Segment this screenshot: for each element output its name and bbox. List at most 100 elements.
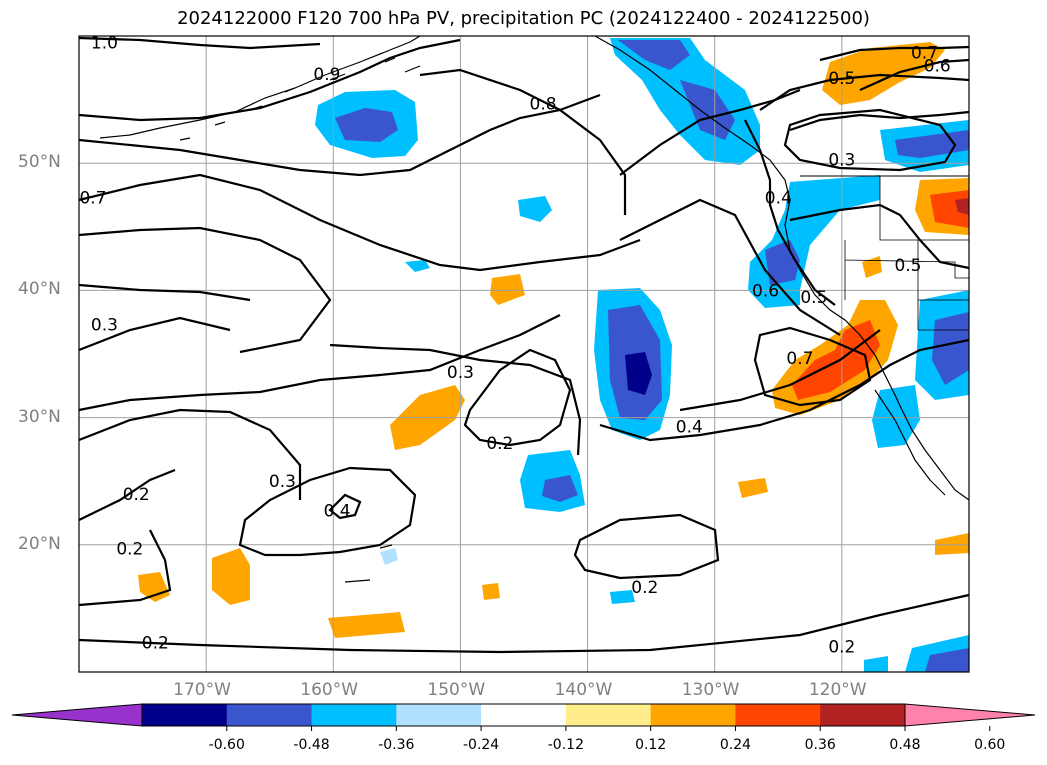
colorbar-tick-label: -0.36	[378, 737, 415, 753]
pv-contour-label: 0.2	[116, 540, 143, 560]
pv-contour-1.0	[78, 36, 321, 50]
pv-contours	[78, 36, 970, 654]
pos-fill-ca-red	[792, 320, 880, 400]
colorbar-tick-label: 0.48	[889, 737, 921, 753]
pos-fill-hawaii1	[212, 548, 250, 605]
pv-contour-0.6-a	[78, 226, 332, 354]
border-states	[844, 176, 969, 331]
coastline-alaska	[99, 35, 421, 139]
lon-tick-label: 160°W	[300, 680, 359, 700]
pv-contour-label: 0.7	[79, 189, 106, 209]
pv-contour-0.3-ne	[789, 110, 970, 132]
pv-contour-label: 1.0	[91, 33, 118, 53]
pv-contour-label: 0.4	[324, 501, 351, 521]
pv-contour-0.4-coast	[744, 119, 836, 306]
colorbar-frame	[141, 703, 906, 727]
pv-contour-label: 0.4	[676, 418, 703, 438]
colorbar-segment	[820, 704, 906, 726]
lat-tick-label: 20°N	[18, 533, 61, 554]
pos-fill-se-coast	[935, 533, 969, 555]
pv-contour-0.2-south-loop	[573, 513, 720, 580]
pv-contour-label: 0.5	[800, 288, 827, 308]
pv-contour-0.3-b	[329, 343, 582, 456]
pv-contour-0.6-ne	[859, 58, 970, 92]
pv-contour-0.3-ne-loop	[783, 108, 957, 172]
pv-contour-0.3-loop	[238, 466, 417, 557]
pv-contour-0.2-loop	[463, 348, 572, 447]
coastline-hawaii	[344, 544, 393, 583]
lon-tick-label: 150°W	[427, 680, 486, 700]
pv-contour-0.9	[78, 38, 461, 122]
chart-title: 2024122000 F120 700 hPa PV, precipitatio…	[177, 8, 870, 29]
lon-tick-label: 170°W	[173, 680, 231, 700]
colorbar-segment	[226, 704, 313, 726]
pv-contour-0.4-b	[599, 338, 970, 442]
neg-fill-small1	[518, 196, 552, 222]
pv-contour-0.7	[78, 173, 641, 272]
colorbar-segment	[650, 704, 736, 726]
neg-fill-tiny1	[380, 548, 398, 565]
lon-tick-label: 140°W	[554, 680, 613, 700]
pv-contour-label: 0.2	[631, 578, 658, 598]
pv-contour-0.6-b	[619, 198, 841, 336]
pv-contour-label: 0.2	[828, 638, 855, 658]
neg-fill-central-core	[625, 352, 652, 395]
pv-contour-0.4-loop	[328, 493, 362, 520]
pv-contour-0.7-ne	[819, 45, 970, 62]
lon-tick-label: 130°W	[681, 680, 740, 700]
pos-fill-small1	[862, 256, 882, 278]
lat-tick-label: 40°N	[18, 279, 61, 300]
pv-contour-label: 0.2	[142, 634, 169, 654]
map-frame	[78, 35, 970, 673]
neg-fill-se-small	[864, 656, 888, 672]
pv-contour-label: 0.7	[911, 44, 938, 64]
neg-fill-south-core	[542, 475, 578, 502]
neg-fill-bc-core1	[618, 40, 690, 70]
pv-contour-label: 0.5	[894, 256, 921, 276]
neg-fill-se-core	[925, 648, 969, 672]
pos-fill-small2	[490, 274, 525, 305]
colorbar-tick-label: -0.48	[293, 737, 330, 753]
pos-fill-south-w	[328, 612, 405, 638]
pv-contour-label: 0.2	[486, 434, 513, 454]
colorbar-tick-label: -0.24	[462, 737, 500, 753]
pv-contour-0.4-a	[78, 316, 231, 352]
colorbar-tick-label: 0.24	[719, 737, 752, 753]
neg-fill-tiny2	[610, 590, 635, 604]
pv-contour-label: 0.8	[530, 94, 557, 114]
pv-contour-label: 0.3	[91, 316, 118, 336]
pv-contour-label: 0.2	[123, 485, 150, 505]
colorbar-tick-label: -0.12	[547, 737, 584, 753]
colorbar-tick-label: -0.60	[208, 737, 245, 753]
pv-contour-0.3-c	[78, 408, 302, 500]
neg-fill-baja	[872, 385, 920, 448]
colorbar-segment	[396, 704, 482, 726]
pos-fill-ne-dark	[955, 198, 969, 215]
lon-tick-label: 120°W	[808, 680, 867, 700]
coastlines	[99, 35, 970, 583]
pv-contour-0.7-mid	[619, 88, 801, 176]
coastline-bc	[594, 35, 970, 501]
pv-contour-label: 0.7	[786, 349, 813, 369]
pos-fill-small3	[482, 583, 500, 600]
pv-contour-label: 0.3	[269, 472, 296, 492]
pv-contour-label: 0.3	[447, 363, 474, 383]
colorbar-segment	[565, 704, 652, 726]
pv-contour-label: 0.3	[828, 150, 855, 170]
coastline-baja	[874, 389, 946, 496]
lat-tick-label: 50°N	[18, 152, 61, 173]
colorbar-tick-label: 0.36	[804, 737, 836, 753]
pv-contour-label: 0.4	[765, 189, 792, 209]
pv-contour-0.7-loop	[753, 326, 872, 407]
lat-tick-label: 30°N	[18, 406, 61, 427]
colorbar-segment	[311, 704, 397, 726]
neg-fill-small2	[405, 260, 430, 272]
pv-contour-0.8-a	[78, 93, 601, 177]
pos-fill-hawaii2	[138, 572, 170, 602]
graticule	[79, 36, 969, 672]
pv-contour-label: 0.6	[752, 281, 779, 301]
pv-contour-0.5-ne	[759, 73, 970, 111]
neg-fill-alaska-core	[335, 108, 398, 142]
pv-contour-label: 0.9	[313, 65, 340, 85]
